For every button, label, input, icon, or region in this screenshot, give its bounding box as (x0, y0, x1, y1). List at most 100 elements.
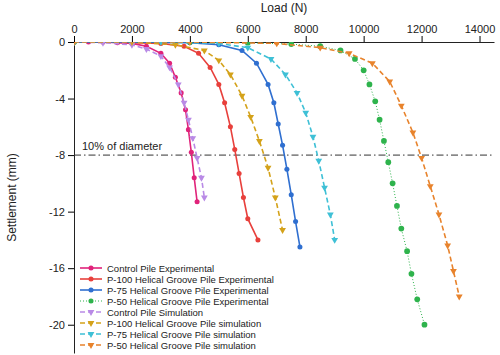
y-tick-mark (68, 155, 74, 156)
legend-marker (88, 310, 95, 316)
data-point (272, 196, 279, 202)
series-line (74, 42, 335, 240)
data-point (317, 46, 324, 52)
series (74, 42, 463, 300)
data-point (185, 118, 192, 124)
data-point (175, 82, 182, 88)
x-tick: 4000 (178, 23, 202, 42)
plot-area (74, 42, 494, 328)
data-point (143, 47, 150, 53)
y-axis-line (74, 43, 75, 354)
data-point (394, 203, 400, 209)
x-tick-label: 0 (71, 23, 77, 35)
y-tick: -20 (49, 319, 74, 331)
legend-marker (88, 298, 93, 303)
data-point (198, 176, 205, 182)
data-point (409, 131, 416, 137)
data-point (282, 73, 289, 79)
data-point (201, 196, 208, 202)
data-point (361, 67, 367, 73)
data-point (427, 184, 434, 190)
data-point (369, 61, 376, 67)
y-tick-mark (68, 99, 74, 100)
y-tick-label: -12 (49, 206, 65, 218)
legend-marker (88, 265, 93, 270)
y-tick-label: -8 (55, 149, 65, 161)
data-point (310, 135, 317, 141)
data-point (255, 237, 260, 242)
legend-marker (88, 321, 95, 327)
legend-marker (88, 276, 93, 281)
series (74, 42, 260, 242)
y-tick-mark (68, 325, 74, 326)
data-point (216, 82, 221, 87)
x-axis-title: Load (N) (261, 1, 308, 15)
data-point (237, 171, 242, 176)
x-tick-mark (190, 36, 191, 42)
y-axis: 0 -4 -8 -12 -16 -20 (49, 36, 74, 353)
data-point (418, 156, 425, 162)
data-point (422, 322, 428, 328)
x-tick-label: 6000 (236, 23, 260, 35)
y-tick: -4 (55, 93, 74, 105)
legend-label: P-100 Helical Groove Pile simulation (107, 318, 261, 329)
legend-label: P-50 Helical Groove Pile Experimental (107, 296, 269, 307)
data-point (222, 100, 227, 105)
data-point (398, 104, 405, 110)
data-point (280, 143, 285, 148)
x-tick-label: 10000 (349, 23, 380, 35)
data-point (228, 124, 233, 129)
x-tick-mark (74, 36, 75, 42)
legend-label: P-75 Helical Groove Pile Experimental (107, 285, 269, 296)
x-tick: 10000 (349, 23, 380, 42)
data-point (294, 91, 301, 97)
legend-label: P-100 Helical Groove Pile Experimental (107, 274, 274, 285)
x-tick-label: 8000 (294, 23, 318, 35)
data-point (414, 296, 420, 302)
y-tick-label: 0 (59, 36, 65, 48)
data-point (166, 65, 173, 71)
legend-marker (88, 343, 95, 349)
series-line (74, 42, 424, 325)
data-point (245, 216, 250, 221)
data-point (265, 166, 272, 172)
data-point (390, 180, 396, 186)
x-tick-mark (248, 36, 249, 42)
data-point (201, 49, 208, 55)
data-point (192, 175, 197, 180)
data-point (377, 117, 383, 123)
x-tick: 2000 (120, 23, 144, 42)
data-point (239, 48, 244, 53)
data-point (293, 219, 298, 224)
y-tick-mark (68, 42, 74, 43)
data-point (367, 82, 373, 88)
data-point (321, 186, 328, 192)
series (74, 42, 208, 201)
data-point (289, 192, 294, 197)
data-point (189, 136, 196, 142)
legend: Control Pile ExperimentalP-100 Helical G… (80, 263, 274, 351)
x-tick-mark (422, 36, 423, 42)
x-tick-label: 14000 (465, 23, 496, 35)
x-tick-mark (132, 36, 133, 42)
data-point (186, 42, 193, 46)
data-point (157, 54, 164, 60)
y-tick-mark (68, 212, 74, 213)
data-point (74, 42, 77, 46)
data-point (331, 238, 338, 244)
data-point (227, 73, 234, 79)
legend-label: Control Pile Experimental (107, 263, 214, 274)
data-point (232, 147, 237, 152)
data-point (172, 43, 179, 49)
data-point (254, 61, 259, 66)
series-line (74, 42, 300, 247)
x-tick: 8000 (294, 23, 318, 42)
data-point (241, 195, 246, 200)
data-point (244, 46, 251, 52)
data-point (372, 98, 378, 104)
series (74, 42, 302, 250)
x-tick: 6000 (236, 23, 260, 42)
series-line (74, 42, 204, 198)
x-tick-label: 2000 (120, 23, 144, 35)
y-tick-label: -16 (49, 262, 65, 274)
